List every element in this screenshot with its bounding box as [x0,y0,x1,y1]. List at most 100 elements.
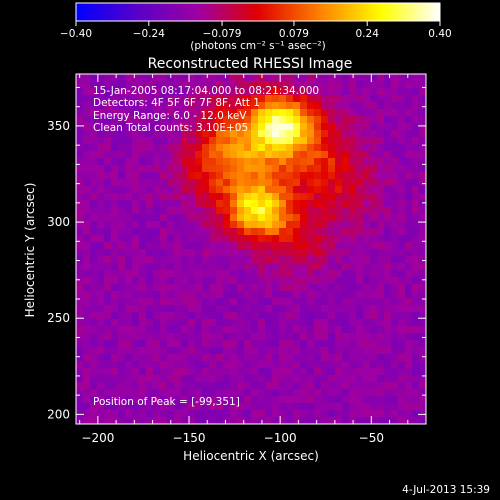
heatmap-cell [384,403,392,411]
heatmap-cell [328,284,336,292]
heatmap-cell [342,305,350,313]
heatmap-cell [293,319,301,327]
heatmap-cell [412,207,420,215]
heatmap-cell [181,368,189,376]
heatmap-cell [328,249,336,257]
heatmap-cell [300,312,308,320]
heatmap-cell [419,102,427,110]
heatmap-cell [300,417,308,425]
heatmap-cell [118,354,126,362]
heatmap-cell [279,207,287,215]
heatmap-cell [405,249,413,257]
heatmap-cell [97,340,105,348]
heatmap-cell [104,284,112,292]
heatmap-cell [167,130,175,138]
heatmap-cell [384,284,392,292]
heatmap-cell [244,235,252,243]
heatmap-cell [391,165,399,173]
heatmap-cell [76,340,84,348]
heatmap-cell [286,354,294,362]
heatmap-cell [160,165,168,173]
heatmap-cell [377,417,385,425]
heatmap-cell [167,312,175,320]
heatmap-cell [125,207,133,215]
heatmap-cell [230,410,238,418]
heatmap-cell [391,291,399,299]
heatmap-cell [384,151,392,159]
heatmap-cell [202,333,210,341]
heatmap-cell [314,137,322,145]
heatmap-cell [300,375,308,383]
heatmap-cell [118,214,126,222]
heatmap-cell [188,151,196,159]
heatmap-cell [125,270,133,278]
heatmap-cell [160,158,168,166]
heatmap-cell [195,102,203,110]
heatmap-cell [167,298,175,306]
heatmap-cell [139,193,147,201]
heatmap-cell [83,396,91,404]
heatmap-cell [153,172,161,180]
heatmap-cell [391,340,399,348]
heatmap-cell [83,326,91,334]
heatmap-cell [181,95,189,103]
heatmap-cell [104,403,112,411]
heatmap-cell [111,312,119,320]
heatmap-cell [97,165,105,173]
heatmap-cell [209,214,217,222]
heatmap-cell [216,172,224,180]
heatmap-cell [377,228,385,236]
heatmap-cell [335,298,343,306]
heatmap-cell [363,298,371,306]
heatmap-cell [335,193,343,201]
heatmap-cell [314,263,322,271]
heatmap-cell [209,179,217,187]
heatmap-cell [230,193,238,201]
heatmap-cell [160,200,168,208]
heatmap-cell [363,417,371,425]
heatmap-cell [195,242,203,250]
heatmap-cell [76,256,84,264]
heatmap-cell [167,81,175,89]
heatmap-cell [419,263,427,271]
heatmap-cell [286,228,294,236]
heatmap-cell [356,193,364,201]
heatmap-cell [356,186,364,194]
colorbar-ticks: −0.40 −0.24 −0.079 0.079 0.24 0.40 [60,21,452,40]
heatmap-cell [195,158,203,166]
heatmap-cell [356,375,364,383]
heatmap-cell [90,277,98,285]
heatmap-cell [153,214,161,222]
heatmap-cell [363,81,371,89]
heatmap-cell [244,74,252,82]
heatmap-cell [412,396,420,404]
heatmap-cell [258,333,266,341]
heatmap-cell [223,298,231,306]
heatmap-cell [251,354,259,362]
heatmap-cell [363,326,371,334]
heatmap-cell [244,116,252,124]
heatmap-cell [223,172,231,180]
heatmap-cell [258,81,266,89]
heatmap-cell [286,389,294,397]
heatmap-cell [272,158,280,166]
heatmap-cell [230,130,238,138]
heatmap-cell [265,263,273,271]
heatmap-cell [90,263,98,271]
heatmap-cell [419,375,427,383]
heatmap-cell [370,158,378,166]
heatmap-cell [160,410,168,418]
heatmap-cell [286,221,294,229]
heatmap-cell [111,221,119,229]
heatmap-cell [349,256,357,264]
heatmap-cell [384,193,392,201]
heatmap-cell [111,235,119,243]
heatmap-cell [286,102,294,110]
heatmap-cell [216,242,224,250]
heatmap-cell [202,200,210,208]
heatmap-cell [97,207,105,215]
heatmap-cell [419,158,427,166]
heatmap-cell [335,277,343,285]
heatmap-cell [328,123,336,131]
heatmap-cell [314,144,322,152]
